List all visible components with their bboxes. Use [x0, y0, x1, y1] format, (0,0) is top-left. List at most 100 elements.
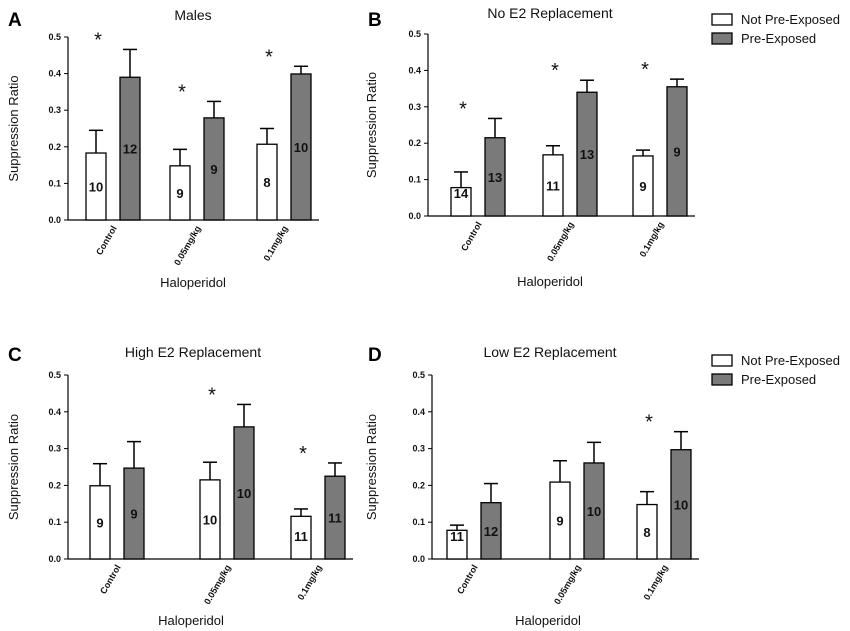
y-tick-label: 0.3	[48, 444, 61, 454]
panel-letter: D	[368, 345, 382, 366]
n-label: 9	[673, 144, 680, 159]
n-label: 10	[294, 140, 308, 155]
y-tick-label: 0.2	[48, 480, 61, 490]
y-tick-label: 0.4	[408, 65, 421, 75]
n-label: 9	[210, 162, 217, 177]
n-label: 9	[130, 507, 137, 522]
y-tick-label: 0.0	[412, 554, 425, 564]
panel-letter: A	[8, 10, 22, 31]
n-label: 10	[89, 180, 103, 195]
y-tick-label: 0.4	[48, 407, 61, 417]
n-label: 10	[203, 512, 217, 527]
y-tick-label: 0.5	[408, 29, 421, 39]
panel-letter: B	[368, 10, 382, 31]
n-label: 9	[96, 515, 103, 530]
chart-title: Low E2 Replacement	[483, 344, 616, 360]
legend-label: Not Pre-Exposed	[741, 12, 840, 27]
x-tick-label: 0.05mg/kg	[172, 224, 203, 267]
y-tick-label: 0.2	[412, 480, 425, 490]
y-tick-label: 0.2	[408, 138, 421, 148]
n-label: 8	[263, 175, 270, 190]
chart-title: No E2 Replacement	[487, 5, 612, 21]
panel-c: C High E2 Replacement 0.0 0.1 0.2 0.3 0.4 0.5 Su…	[6, 344, 353, 628]
y-tick-label: 0.1	[412, 517, 425, 527]
x-tick-label: 0.1mg/kg	[296, 563, 324, 602]
significance-star: *	[178, 81, 186, 103]
x-tick-label: 0.05mg/kg	[552, 563, 583, 606]
y-axis-label: Suppression Ratio	[364, 72, 379, 178]
y-tick-label: 0.0	[48, 554, 61, 564]
n-label: 11	[294, 529, 308, 544]
significance-star: *	[551, 60, 559, 82]
y-tick-label: 0.0	[48, 215, 61, 225]
n-label: 11	[546, 178, 560, 193]
n-label: 8	[643, 525, 650, 540]
x-tick-label: 0.05mg/kg	[202, 563, 233, 606]
significance-star: *	[208, 384, 216, 406]
x-tick-label: 0.1mg/kg	[642, 563, 670, 602]
y-tick-label: 0.3	[408, 102, 421, 112]
n-label: 13	[580, 147, 594, 162]
x-axis-label: Haloperidol	[517, 274, 583, 289]
n-label: 13	[488, 170, 502, 185]
legend: Not Pre-Exposed Pre-Exposed	[711, 12, 840, 46]
significance-star: *	[299, 443, 307, 465]
n-label: 11	[328, 511, 342, 526]
legend: Not Pre-Exposed Pre-Exposed	[711, 353, 840, 387]
n-label: 12	[123, 142, 137, 157]
panel-letter: C	[8, 345, 22, 366]
y-tick-label: 0.0	[408, 211, 421, 221]
x-tick-label: Control	[98, 563, 123, 596]
x-tick-label: Control	[459, 220, 484, 253]
chart-title: High E2 Replacement	[125, 344, 261, 360]
significance-star: *	[459, 98, 467, 120]
legend-label: Pre-Exposed	[741, 31, 816, 46]
significance-star: *	[645, 412, 653, 434]
significance-star: *	[265, 46, 273, 68]
legend-swatch	[711, 32, 733, 45]
n-label: 10	[237, 486, 251, 501]
legend-label: Pre-Exposed	[741, 372, 816, 387]
y-tick-label: 0.2	[48, 142, 61, 152]
n-label: 9	[556, 514, 563, 529]
significance-star: *	[641, 59, 649, 81]
y-tick-label: 0.3	[412, 444, 425, 454]
panel-d: D Low E2 Replacement 0.0 0.1 0.2 0.3 0.4 0.5 Sup…	[364, 344, 840, 628]
y-axis-label: Suppression Ratio	[364, 414, 379, 520]
legend-swatch	[711, 354, 733, 367]
legend-swatch	[711, 13, 733, 26]
chart-title: Males	[174, 7, 211, 23]
x-tick-label: 0.1mg/kg	[262, 224, 290, 263]
x-axis-label: Haloperidol	[158, 613, 224, 628]
n-label: 9	[639, 179, 646, 194]
n-label: 10	[587, 504, 601, 519]
x-tick-label: 0.1mg/kg	[638, 220, 666, 259]
y-tick-label: 0.1	[408, 175, 421, 185]
y-axis-label: Suppression Ratio	[6, 75, 21, 181]
x-tick-label: Control	[94, 224, 119, 257]
y-tick-label: 0.5	[48, 32, 61, 42]
y-tick-label: 0.5	[412, 370, 425, 380]
x-axis-label: Haloperidol	[515, 613, 581, 628]
n-label: 12	[484, 524, 498, 539]
x-tick-label: Control	[455, 563, 480, 596]
significance-star: *	[94, 29, 102, 51]
legend-swatch	[711, 373, 733, 386]
y-tick-label: 0.1	[48, 178, 61, 188]
x-tick-label: 0.05mg/kg	[545, 220, 576, 263]
y-tick-label: 0.5	[48, 370, 61, 380]
panel-b: B No E2 Replacement 0.0 0.1 0.2 0.3 0.4 0.5 Supp…	[364, 5, 840, 289]
x-axis-label: Haloperidol	[160, 275, 226, 290]
n-label: 14	[454, 186, 469, 201]
y-tick-label: 0.3	[48, 105, 61, 115]
y-axis-label: Suppression Ratio	[6, 414, 21, 520]
n-label: 9	[176, 186, 183, 201]
panel-a: A Males 0.0 0.1 0.2 0.3 0.4 0.5 Suppression Rati…	[6, 7, 319, 290]
y-tick-label: 0.4	[412, 407, 425, 417]
y-tick-label: 0.4	[48, 69, 61, 79]
n-label: 10	[674, 497, 688, 512]
n-label: 11	[450, 529, 464, 544]
legend-label: Not Pre-Exposed	[741, 353, 840, 368]
y-tick-label: 0.1	[48, 517, 61, 527]
